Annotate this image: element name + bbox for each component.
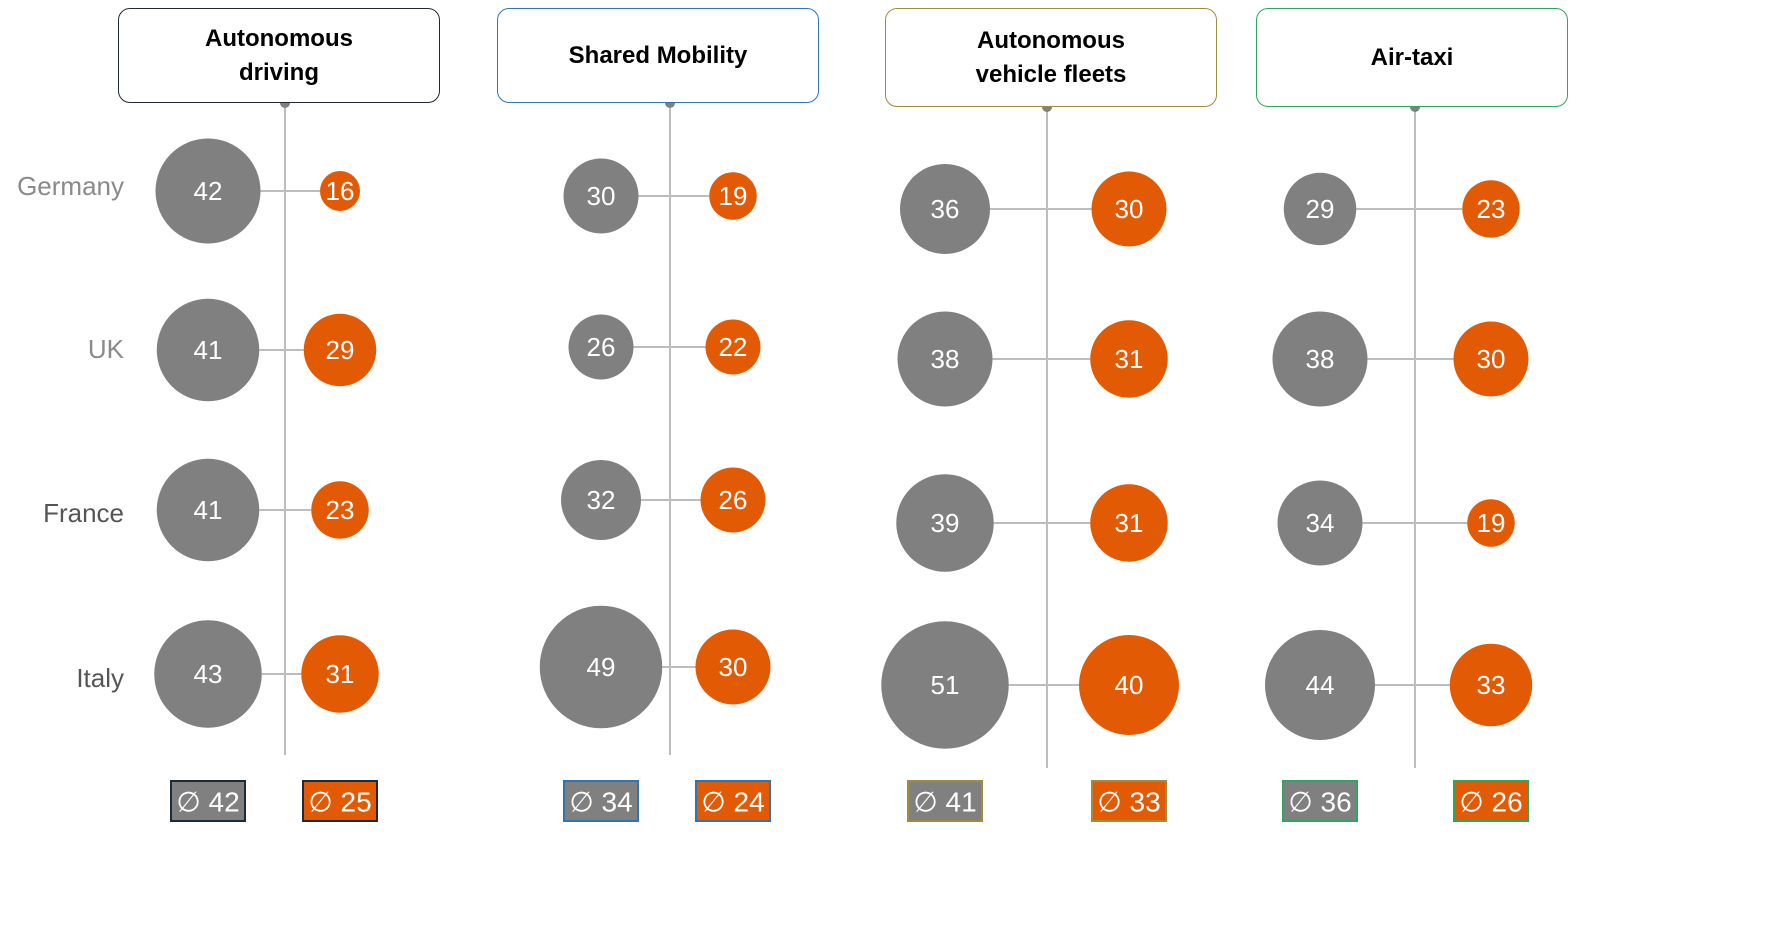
bubble [897,311,993,407]
bubble [1449,643,1533,727]
average-box [1282,780,1358,822]
bubble-label: 22 [719,332,748,362]
average-box [563,780,639,822]
average-label: ∅ 26 [1459,787,1522,818]
bubble [1277,480,1363,566]
row-label: Germany [17,171,124,201]
bubble [1090,484,1168,562]
bubble-label: 19 [1477,508,1506,538]
bubble-label: 36 [931,194,960,224]
bubble [1272,311,1368,407]
bubble [311,481,369,539]
bubble-label: 49 [587,652,616,682]
bubble-label: 51 [931,670,960,700]
bubble-label: 31 [1115,344,1144,374]
bubble-label: 40 [1115,670,1144,700]
row-label: Italy [76,663,124,693]
bubble [1090,320,1168,398]
bubble [568,314,634,380]
bubble [156,458,260,562]
bubble-label: 30 [1115,194,1144,224]
average-label: ∅ 24 [701,787,764,818]
average-label: ∅ 36 [1288,787,1351,818]
bubble-label: 43 [194,659,223,689]
bubble [1283,172,1357,246]
panel-title: Air-taxi [1370,43,1454,71]
bubble-label: 31 [1115,508,1144,538]
average-box [907,780,983,822]
bubble-label: 30 [1477,344,1506,374]
average-box [1091,780,1167,822]
bubble [1265,630,1375,740]
average-box [1453,780,1529,822]
panel-title-box: Autonomous driving [118,8,440,103]
bubble-label: 19 [719,181,748,211]
bubble-label: 32 [587,485,616,515]
bubble [709,172,757,220]
bubble-label: 31 [326,659,355,689]
bubble [301,635,379,713]
panel-title-box: Shared Mobility [497,8,819,103]
bubble [156,298,260,402]
average-label: ∅ 41 [913,787,976,818]
bubble [1453,321,1529,397]
bubble [155,138,261,244]
average-label: ∅ 33 [1097,787,1160,818]
bubble [561,460,641,540]
row-label: UK [88,334,125,364]
bubble-label: 30 [719,652,748,682]
panel-title-box: Autonomous vehicle fleets [885,8,1217,107]
bubble [320,171,360,211]
bubble [1091,171,1167,247]
average-label: ∅ 34 [569,787,632,818]
average-label: ∅ 25 [308,787,371,818]
bubble [705,319,761,375]
bubble-label: 39 [931,508,960,538]
bubble-label: 23 [326,495,355,525]
bubble [154,620,262,728]
bubble-label: 38 [1306,344,1335,374]
bubble-label: 34 [1306,508,1335,538]
bubble-label: 42 [194,176,223,206]
bubble [695,629,771,705]
panel-title-box: Air-taxi [1256,8,1568,107]
average-box [302,780,378,822]
panel-title: Autonomous driving [205,24,353,86]
average-box [695,780,771,822]
bubble [900,164,990,254]
bubble [303,313,377,387]
bubble [563,158,639,234]
bubble-label: 23 [1477,194,1506,224]
bubble [539,605,663,729]
bubble-label: 30 [587,181,616,211]
bubble [881,621,1009,749]
bubble [700,467,766,533]
bubble-label: 44 [1306,670,1335,700]
bubble-label: 29 [326,335,355,365]
bubble-label: 33 [1477,670,1506,700]
panel-title: Autonomous vehicle fleets [975,26,1127,88]
bubble-label: 26 [719,485,748,515]
row-label: France [43,498,124,528]
bubble-label: 16 [326,176,355,206]
bubble [1467,499,1515,547]
bubble-label: 41 [194,335,223,365]
bubble-label: 26 [587,332,616,362]
bubble-label: 38 [931,344,960,374]
average-box [170,780,246,822]
bubble [1462,180,1520,238]
bubble-label: 41 [194,495,223,525]
panel-title: Shared Mobility [568,41,748,69]
bubble [1079,635,1179,735]
average-label: ∅ 42 [176,787,239,818]
bubble-label: 29 [1306,194,1335,224]
bubble [896,474,994,572]
